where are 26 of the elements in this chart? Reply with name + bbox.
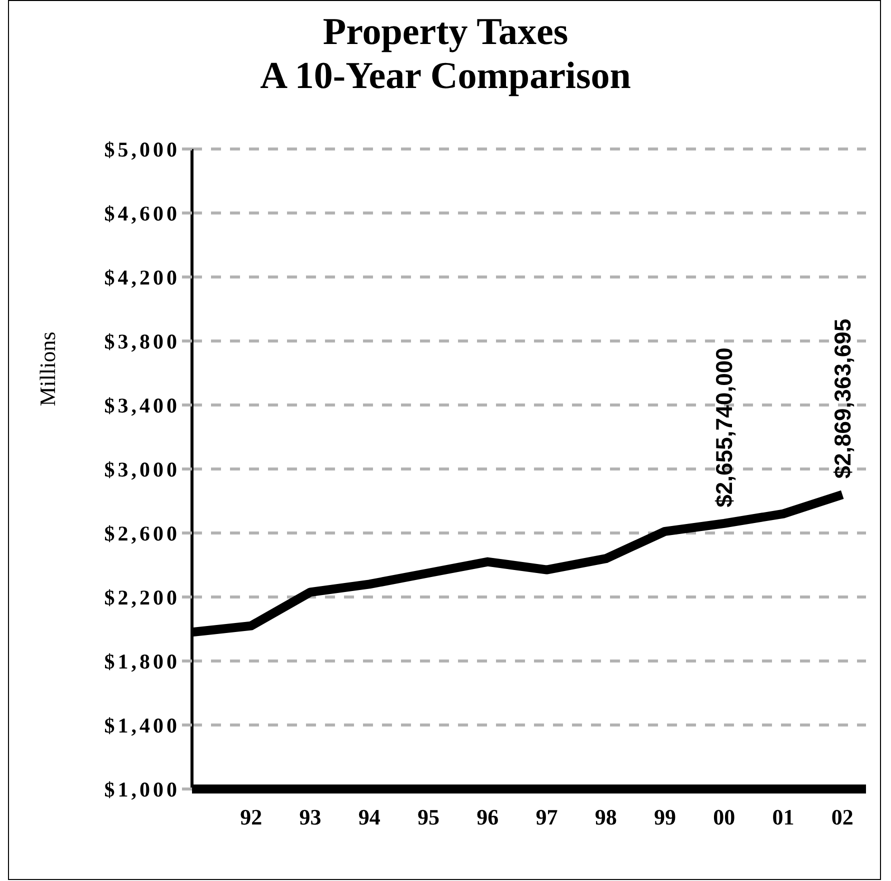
x-tick-label: 93 <box>299 804 322 830</box>
y-tick-label: $1,800 <box>104 649 180 674</box>
x-tick-label: 96 <box>476 804 499 830</box>
x-tick-label: 01 <box>772 804 794 830</box>
y-axis-title: Millions <box>34 332 60 406</box>
chart-title: Property Taxes A 10-Year Comparison <box>259 10 632 98</box>
x-tick-label: 97 <box>536 804 558 830</box>
annotation: $2,655,740,000 <box>711 348 738 508</box>
x-tick-label: 00 <box>713 804 736 830</box>
y-tick-label: $4,600 <box>104 201 180 226</box>
y-tick-label: $2,200 <box>104 585 180 610</box>
annotation: $2,869,363,695 <box>829 318 856 479</box>
y-tick-label: $3,400 <box>104 393 180 418</box>
x-tick-label: 92 <box>240 804 262 830</box>
y-tick-label: $1,400 <box>104 713 180 738</box>
x-tick-label: 98 <box>594 804 617 830</box>
x-tick-label: 95 <box>417 804 440 830</box>
y-tick-label: $4,200 <box>104 265 180 290</box>
x-tick-label: 94 <box>358 804 380 830</box>
x-tick-label: 99 <box>654 804 676 830</box>
y-tick-label: $3,000 <box>104 457 180 482</box>
y-tick-label: $2,600 <box>104 521 180 546</box>
y-tick-label: $3,800 <box>104 329 180 354</box>
y-tick-label: $5,000 <box>104 137 180 162</box>
x-tick-label: 02 <box>831 804 854 830</box>
y-tick-label: $1,000 <box>104 777 180 802</box>
